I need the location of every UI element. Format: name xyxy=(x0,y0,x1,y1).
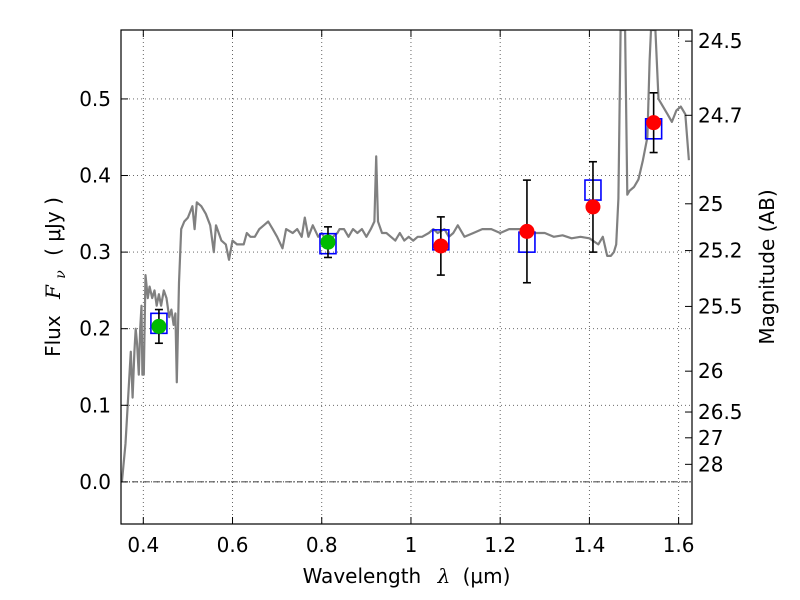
infrared-flux-point xyxy=(585,199,601,215)
x-tick-label: 0.8 xyxy=(306,533,338,557)
y-tick-label: 0.3 xyxy=(79,240,111,264)
optical-flux-point xyxy=(151,318,167,334)
mag-tick-label: 28 xyxy=(698,452,723,476)
y-axis-label-subscript: ν xyxy=(53,270,69,279)
y-tick-label: 0.0 xyxy=(79,470,111,494)
mag-tick-label: 25.2 xyxy=(698,239,743,263)
x-tick-label: 1.4 xyxy=(573,533,605,557)
axis-ticks xyxy=(121,30,692,524)
model-spectrum-line xyxy=(121,30,690,483)
optical-flux-point xyxy=(320,234,336,250)
plot-frame xyxy=(120,29,693,525)
x-tick-label: 0.6 xyxy=(217,533,249,557)
mag-tick-label: 25 xyxy=(698,192,723,216)
axis-tick-labels: 0.4 0.6 0.8 1 1.2 1.4 1.6 0.0 0.1 0.2 0.3 0.4 0.5 24.… xyxy=(79,29,742,557)
infrared-flux-point xyxy=(646,115,662,131)
x-axis-label-symbol: λ xyxy=(437,564,451,588)
x-axis-label-unit: (μm) xyxy=(463,564,511,588)
mag-tick-label: 24.7 xyxy=(698,103,743,127)
x-axis-label-prefix: Wavelength xyxy=(303,564,422,588)
right-axis-label: Magnitude (AB) xyxy=(755,189,779,344)
infrared-flux-point xyxy=(433,238,449,254)
plot-area xyxy=(121,30,690,483)
x-tick-label: 1.6 xyxy=(663,533,695,557)
x-tick-label: 1.2 xyxy=(484,533,516,557)
y-tick-label: 0.4 xyxy=(79,164,111,188)
y-tick-label: 0.2 xyxy=(79,317,111,341)
mag-tick-label: 25.5 xyxy=(698,294,743,318)
mag-tick-label: 24.5 xyxy=(698,29,743,53)
infrared-flux-point xyxy=(519,223,535,239)
y-axis-label: Flux F ν ( μJy ) xyxy=(41,197,70,357)
mag-tick-label: 27 xyxy=(698,426,723,450)
photometry-marks xyxy=(150,92,663,345)
y-axis-label-symbol: F xyxy=(41,284,65,300)
x-axis-label: Wavelength λ (μm) xyxy=(303,564,511,588)
y-tick-label: 0.5 xyxy=(79,87,111,111)
mag-tick-label: 26.5 xyxy=(698,400,743,424)
y-axis-label-unit: ( μJy ) xyxy=(41,197,65,256)
grid-lines xyxy=(121,30,692,524)
y-tick-label: 0.1 xyxy=(79,393,111,417)
y-axis-label-prefix: Flux xyxy=(41,315,65,357)
mag-tick-label: 26 xyxy=(698,359,723,383)
x-tick-label: 1 xyxy=(405,533,418,557)
x-tick-label: 0.4 xyxy=(127,533,159,557)
